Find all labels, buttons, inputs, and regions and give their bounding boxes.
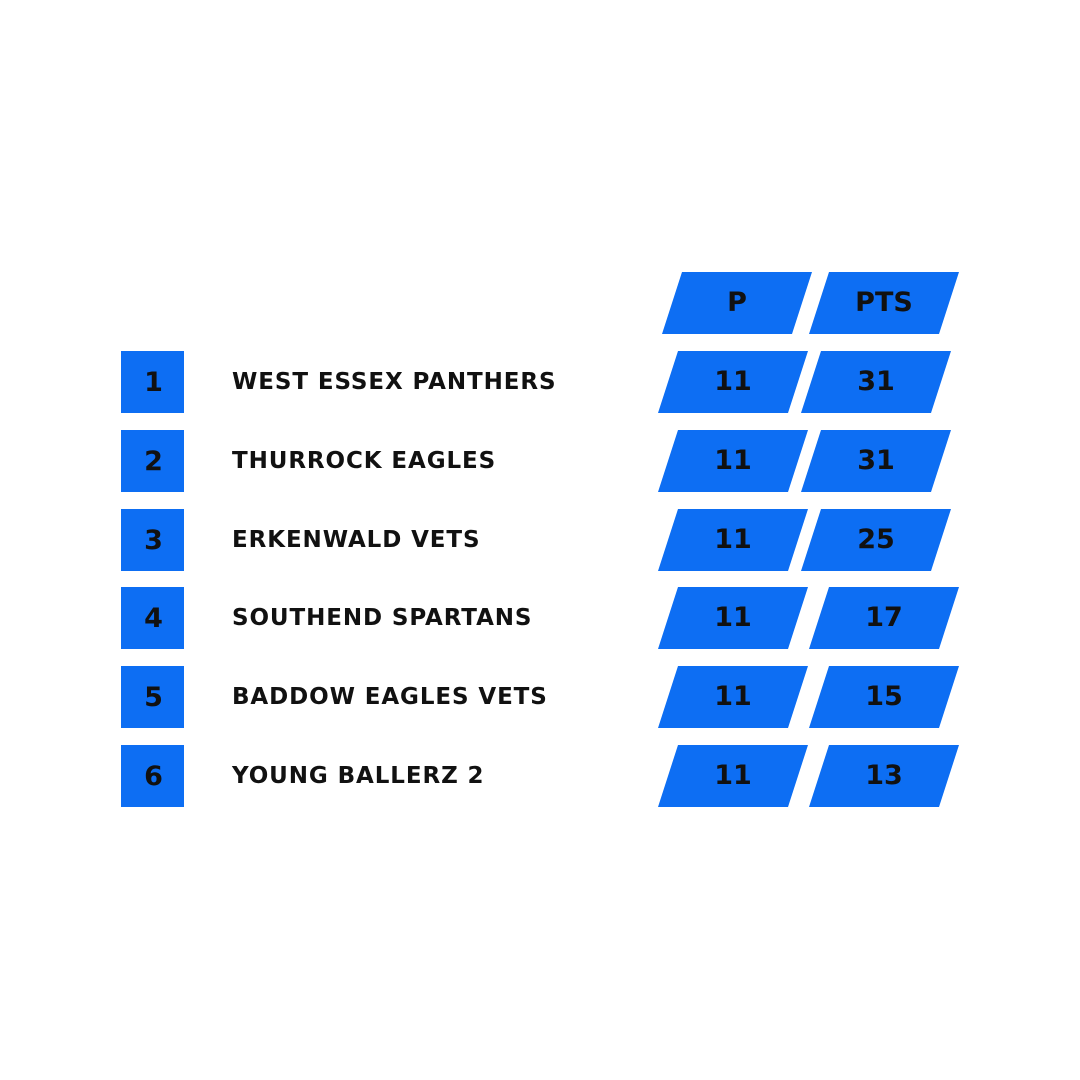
played-cell-shape: [658, 745, 808, 807]
header-points: PTS: [809, 272, 959, 334]
points-cell-shape: [801, 351, 951, 413]
header-points-label: PTS: [855, 287, 913, 318]
team-name: SOUTHEND SPARTANS: [232, 605, 533, 631]
points-cell: 31: [801, 430, 951, 492]
team-name: ERKENWALD VETS: [232, 527, 481, 553]
played-value: 11: [714, 760, 752, 791]
played-cell: 11: [658, 430, 808, 492]
played-value: 11: [714, 445, 752, 476]
rank-number: 1: [144, 366, 163, 398]
rank-number: 3: [144, 524, 163, 556]
points-cell-shape: [809, 745, 959, 807]
rank-badge: 4: [121, 587, 184, 649]
points-cell-shape: [809, 587, 959, 649]
rank-number: 5: [144, 681, 163, 713]
points-cell-shape: [809, 666, 959, 728]
played-cell: 11: [658, 509, 808, 571]
header-played-shape: [662, 272, 812, 334]
header-played: P: [662, 272, 812, 334]
points-value: 15: [865, 681, 903, 712]
played-cell-shape: [658, 351, 808, 413]
played-cell-shape: [658, 587, 808, 649]
points-value: 17: [865, 602, 903, 633]
played-value: 11: [714, 524, 752, 555]
played-cell: 11: [658, 587, 808, 649]
points-cell-shape: [801, 509, 951, 571]
played-value: 11: [714, 602, 752, 633]
played-cell: 11: [658, 745, 808, 807]
rank-badge: 2: [121, 430, 184, 492]
rank-badge: 3: [121, 509, 184, 571]
rank-number: 4: [144, 602, 163, 634]
points-cell: 31: [801, 351, 951, 413]
team-name: THURROCK EAGLES: [232, 448, 497, 474]
points-cell: 17: [809, 587, 959, 649]
rank-badge: 6: [121, 745, 184, 807]
played-cell-shape: [658, 666, 808, 728]
played-value: 11: [714, 681, 752, 712]
team-name: WEST ESSEX PANTHERS: [232, 369, 557, 395]
team-name: BADDOW EAGLES VETS: [232, 684, 548, 710]
played-cell: 11: [658, 666, 808, 728]
rank-badge: 1: [121, 351, 184, 413]
points-value: 13: [865, 760, 903, 791]
rank-badge: 5: [121, 666, 184, 728]
points-cell: 15: [809, 666, 959, 728]
points-cell-shape: [801, 430, 951, 492]
played-value: 11: [714, 366, 752, 397]
points-value: 31: [857, 366, 895, 397]
points-cell: 13: [809, 745, 959, 807]
played-cell-shape: [658, 430, 808, 492]
points-value: 25: [857, 524, 895, 555]
team-name: YOUNG BALLERZ 2: [232, 763, 485, 789]
rank-number: 6: [144, 760, 163, 792]
played-cell-shape: [658, 509, 808, 571]
points-cell: 25: [801, 509, 951, 571]
played-cell: 11: [658, 351, 808, 413]
rank-number: 2: [144, 445, 163, 477]
header-played-label: P: [727, 287, 747, 318]
header-points-shape: [809, 272, 959, 334]
points-value: 31: [857, 445, 895, 476]
